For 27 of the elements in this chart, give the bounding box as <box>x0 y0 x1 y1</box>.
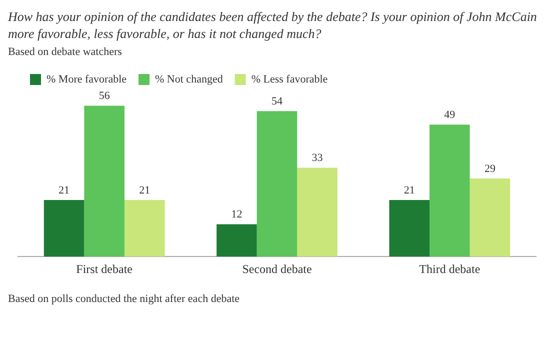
bar <box>430 124 470 257</box>
bar <box>216 224 257 257</box>
data-label: 21 <box>58 184 70 196</box>
legend-label: % More favorable <box>46 73 127 86</box>
bar <box>297 168 338 257</box>
legend-label: % Not changed <box>155 73 224 86</box>
x-tick-label: First debate <box>76 262 132 276</box>
chart-title: How has your opinion of the candidates been affected by the debate? Is your opinion of John McCain more favorable, less favorable, or has it not changed much? <box>8 8 538 42</box>
data-label: 56 <box>98 90 110 102</box>
bar <box>124 200 165 257</box>
bar <box>389 200 430 257</box>
x-tick-label: Second debate <box>242 262 312 276</box>
bar <box>256 111 298 257</box>
data-label: 33 <box>312 152 324 164</box>
text: Based on polls conducted the night after each debate <box>8 293 241 305</box>
data-label: 49 <box>444 109 456 122</box>
x-tick-label: Third debate <box>419 262 480 276</box>
data-label: 21 <box>139 184 150 196</box>
data-label: 29 <box>484 162 496 175</box>
bar <box>84 106 124 257</box>
data-label: 54 <box>272 96 283 108</box>
bar <box>44 200 84 257</box>
data-label: 12 <box>231 208 242 221</box>
legend-label: % Less favorable <box>251 73 328 86</box>
data-label: 21 <box>404 184 415 196</box>
chart-subtitle: Based on debate watchers <box>8 46 123 58</box>
bar <box>470 178 510 257</box>
